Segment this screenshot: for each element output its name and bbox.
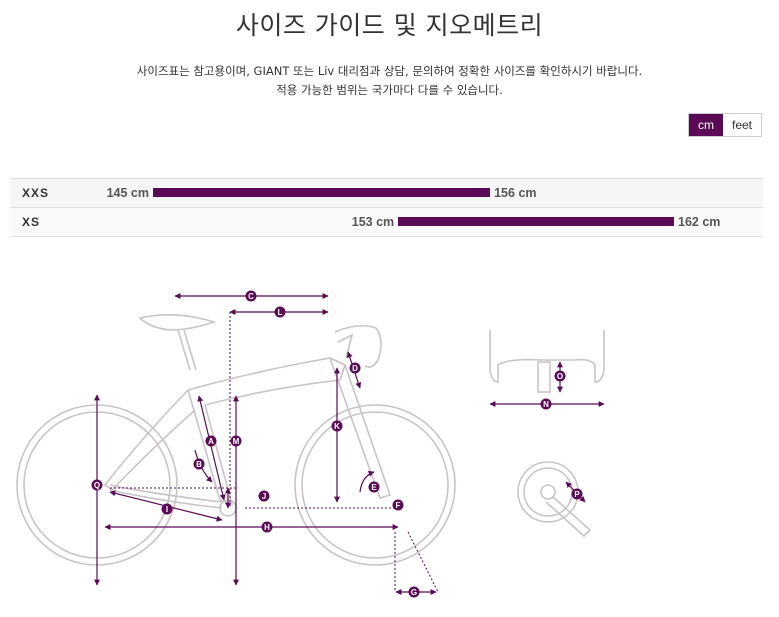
range-max: 162 cm	[678, 215, 721, 229]
marker-i: I	[161, 503, 173, 515]
size-label: XS	[22, 215, 41, 229]
svg-text:K: K	[334, 422, 340, 431]
svg-text:O: O	[557, 372, 563, 381]
marker-j: J	[258, 490, 270, 502]
svg-text:B: B	[196, 460, 202, 469]
page-title: 사이즈 가이드 및 지오메트리	[235, 11, 544, 40]
svg-text:H: H	[264, 523, 270, 532]
handlebar-front-view	[489, 330, 605, 393]
svg-text:G: G	[411, 588, 417, 597]
marker-n: N	[540, 398, 552, 410]
svg-text:L: L	[278, 308, 283, 317]
unit-cm-button[interactable]: cm	[689, 114, 723, 136]
svg-text:I: I	[166, 505, 168, 514]
marker-e: E	[368, 481, 380, 493]
size-label: XXS	[22, 186, 50, 200]
svg-text:C: C	[248, 292, 254, 301]
size-row-xs: XS 153 cm 162 cm	[10, 207, 763, 237]
size-chart: XXS 145 cm 156 cm XS 153 cm 162 cm	[10, 178, 763, 237]
notice-line-1: 사이즈표는 참고용이며, GIANT 또는 Liv 대리점과 상담, 문의하여 …	[136, 64, 643, 78]
svg-text:F: F	[396, 501, 401, 510]
marker-g: G	[408, 586, 420, 598]
size-notice: 사이즈표는 참고용이며, GIANT 또는 Liv 대리점과 상담, 문의하여 …	[0, 62, 779, 100]
range-max: 156 cm	[494, 186, 537, 200]
svg-text:A: A	[208, 437, 214, 446]
marker-h: H	[261, 521, 273, 533]
reference-lines	[110, 312, 439, 593]
marker-p: P	[571, 488, 583, 500]
svg-text:P: P	[574, 490, 580, 499]
size-row-xxs: XXS 145 cm 156 cm	[10, 178, 763, 207]
range-bar	[398, 217, 674, 226]
range-min: 145 cm	[106, 186, 149, 200]
svg-text:J: J	[262, 492, 266, 501]
unit-toggle: cm feet	[688, 113, 762, 137]
unit-feet-button[interactable]: feet	[723, 114, 761, 136]
svg-text:D: D	[352, 364, 358, 373]
notice-line-2: 적용 가능한 범위는 국가마다 다를 수 있습니다.	[276, 83, 503, 97]
marker-l: L	[274, 306, 286, 318]
marker-f: F	[392, 499, 404, 511]
svg-text:Q: Q	[94, 481, 100, 490]
marker-q: Q	[91, 479, 103, 491]
marker-a: A	[205, 435, 217, 447]
range-bar	[153, 188, 491, 197]
bike-geometry-diagram: C L D O N M A K B Q E J F P I H G	[16, 290, 605, 598]
marker-k: K	[331, 420, 343, 432]
svg-text:N: N	[543, 400, 549, 409]
range-min: 153 cm	[351, 215, 395, 229]
marker-m: M	[230, 435, 242, 447]
dimension-markers: C L D O N M A K B Q E J F P I H G	[91, 290, 583, 598]
marker-c: C	[245, 290, 257, 302]
marker-o: O	[554, 370, 566, 382]
svg-text:E: E	[371, 483, 377, 492]
marker-d: D	[349, 362, 361, 374]
marker-b: B	[193, 458, 205, 470]
svg-text:M: M	[233, 437, 240, 446]
